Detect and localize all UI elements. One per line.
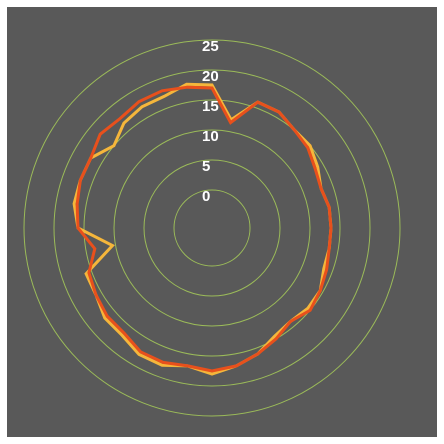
series-1-point-33	[123, 122, 125, 124]
series-1-point-6	[309, 144, 311, 147]
series-1-point-19	[211, 373, 213, 375]
series-2-point-35	[161, 90, 163, 92]
series-2-point-14	[309, 309, 311, 312]
chart-background	[7, 7, 437, 437]
series-2-point-25	[95, 294, 97, 296]
series-2-point-3	[257, 101, 259, 103]
series-2-point-17	[257, 353, 259, 355]
series-1-point-34	[141, 106, 143, 108]
series-2-point-12	[325, 268, 328, 271]
series-2-point-30	[79, 179, 82, 181]
series-2-point-15	[289, 320, 292, 323]
tick-label-10: 10	[202, 128, 219, 145]
radar-chart: 0 5 10 15 20 25	[7, 7, 437, 437]
series-2-point-19	[211, 370, 213, 372]
grid-ring-5	[143, 159, 281, 297]
series-2-point-32	[99, 133, 101, 135]
series-2-point-4	[278, 111, 280, 113]
tick-label-0: 0	[202, 188, 210, 205]
series-1-point-22	[138, 353, 140, 356]
series-1-point-16	[273, 335, 276, 338]
series-2-point-7	[314, 167, 316, 170]
tick-labels: 0 5 10 15 20 25	[202, 38, 219, 205]
grid-ring-15	[83, 99, 341, 357]
series-1-point-23	[121, 334, 123, 337]
series-1-point-36	[185, 83, 188, 85]
series-2-point-5	[293, 129, 296, 131]
series-2-point-18	[235, 365, 238, 367]
series-1-point-35	[163, 95, 165, 98]
tick-label-5: 5	[202, 158, 210, 175]
series-1-point-24	[104, 317, 106, 319]
series-2-point-23	[123, 332, 125, 334]
series-2-point-31	[90, 157, 92, 159]
series-2-point-24	[106, 315, 108, 317]
grid-ring-0	[173, 189, 251, 267]
series-2-point-36	[186, 86, 188, 88]
series-1-point-26	[85, 273, 87, 275]
series-2-point-26	[88, 272, 90, 274]
series-2-point-21	[162, 361, 164, 364]
series-1-point-14	[307, 307, 309, 310]
series-1-point-7	[316, 166, 319, 168]
series-2-point-1	[211, 87, 213, 89]
series-2-point-8	[320, 187, 322, 190]
series-1-point-21	[161, 364, 163, 367]
series-2-point-13	[319, 289, 322, 292]
series-2-point-28	[77, 227, 79, 229]
series-2-point-10	[330, 227, 332, 229]
series-2-point-16	[275, 338, 277, 340]
series-2-point-34	[138, 100, 140, 103]
tick-label-25: 25	[202, 38, 219, 55]
series-layer	[72, 82, 333, 376]
series-2-point-33	[119, 117, 121, 120]
series-2-point-9	[328, 206, 331, 209]
series-2-point-20	[186, 365, 189, 367]
series-2-point-29	[76, 203, 78, 205]
grid-ring-20	[53, 69, 371, 387]
tick-label-20: 20	[202, 68, 219, 85]
grid-rings	[23, 39, 401, 417]
series-2-point-22	[139, 351, 142, 353]
tick-label-15: 15	[202, 98, 219, 115]
series-1-point-1	[211, 84, 213, 86]
series-2-point-2	[229, 121, 232, 124]
series-2-point-27	[94, 247, 96, 250]
series-1-point-27	[111, 244, 114, 247]
radar-chart-svg: 0 5 10 15 20 25	[7, 7, 437, 437]
series-1-point-32	[113, 144, 115, 147]
grid-ring-25	[23, 39, 401, 417]
series-2-point-6	[307, 146, 309, 149]
series-1-point-29	[73, 202, 75, 205]
series-2-point-11	[328, 247, 331, 250]
grid-ring-10	[113, 129, 311, 327]
series-1-point-12	[323, 267, 325, 270]
